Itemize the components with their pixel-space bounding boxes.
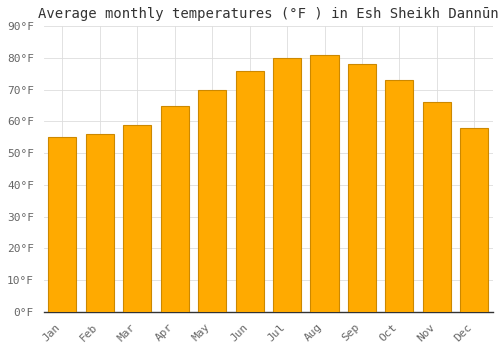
Bar xyxy=(198,90,226,312)
Bar xyxy=(386,80,413,312)
Bar xyxy=(348,64,376,312)
Bar xyxy=(460,128,488,312)
Bar xyxy=(423,103,451,312)
Bar xyxy=(48,137,76,312)
Bar xyxy=(86,134,114,312)
Title: Average monthly temperatures (°F ) in Esh Sheikh Dannūn: Average monthly temperatures (°F ) in Es… xyxy=(38,7,498,21)
Bar xyxy=(310,55,338,312)
Bar xyxy=(273,58,301,312)
Bar xyxy=(160,106,189,312)
Bar xyxy=(123,125,152,312)
Bar xyxy=(236,71,264,312)
